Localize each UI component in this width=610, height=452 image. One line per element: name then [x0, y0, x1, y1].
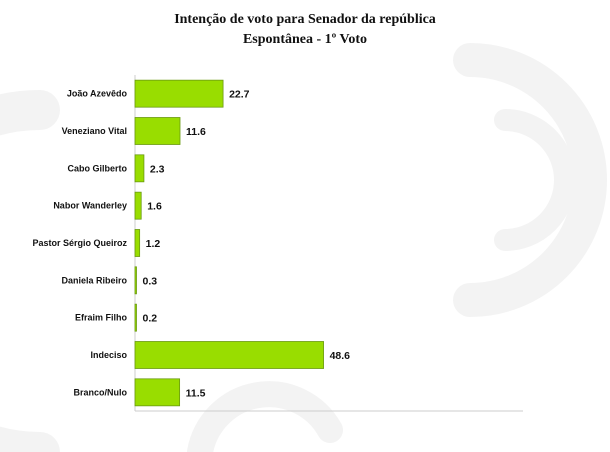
category-label: Branco/Nulo	[73, 387, 127, 397]
bar	[134, 266, 137, 295]
value-label: 11.6	[186, 126, 206, 138]
chart-subtitle: Espontânea - 1º Voto	[242, 32, 368, 47]
bar	[134, 191, 142, 220]
category-label: Veneziano Vital	[62, 126, 127, 136]
category-label: Daniela Ribeiro	[61, 275, 127, 285]
category-label: Efraim Filho	[75, 313, 128, 323]
bar	[134, 154, 145, 183]
value-label: 1.2	[146, 238, 161, 250]
chart-title-block: Intenção de voto para Senador da repúbli…	[0, 10, 610, 50]
value-label: 1.6	[147, 201, 162, 213]
value-label: 11.5	[186, 387, 206, 399]
bar	[134, 117, 181, 145]
bar	[134, 378, 181, 407]
category-label: Nabor Wanderley	[53, 201, 127, 211]
category-label: Cabo Gilberto	[67, 163, 127, 173]
value-label: 22.7	[229, 89, 250, 101]
value-label: 0.3	[143, 275, 158, 287]
category-label: João Azevêdo	[67, 89, 128, 99]
value-label: 48.6	[330, 350, 351, 362]
bar	[134, 79, 224, 108]
bar	[134, 229, 141, 257]
chart-title: Intenção de voto para Senador da repúbli…	[174, 12, 436, 27]
category-label: Pastor Sérgio Queiroz	[32, 238, 127, 248]
value-label: 0.2	[143, 313, 158, 325]
category-label: Indeciso	[90, 350, 127, 360]
bar	[134, 303, 137, 332]
bar	[134, 341, 324, 369]
value-label: 2.3	[150, 163, 165, 175]
